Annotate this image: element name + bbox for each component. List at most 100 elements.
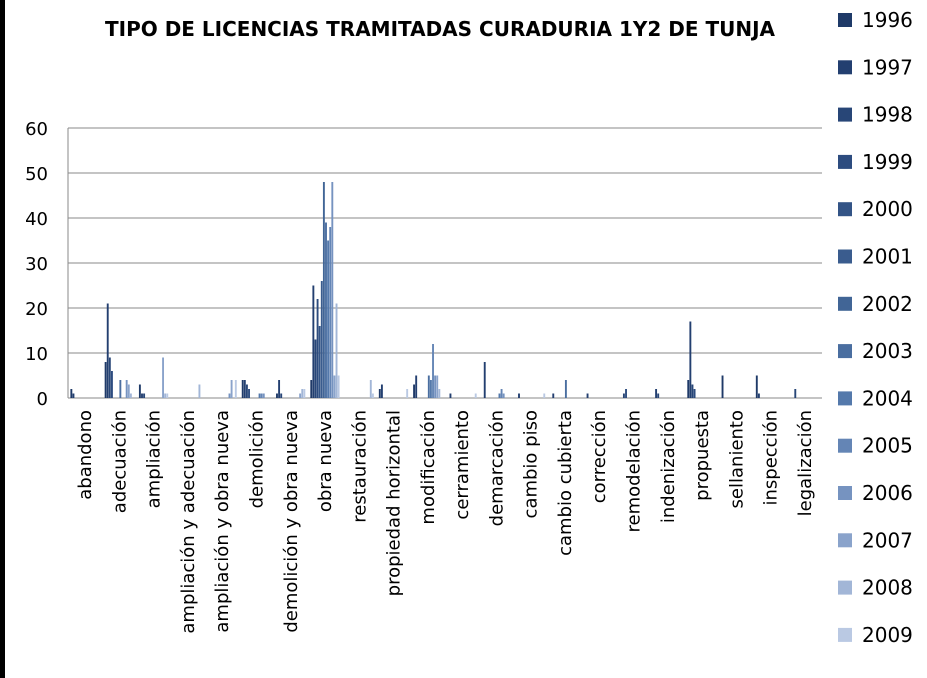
bar xyxy=(502,393,505,398)
bar xyxy=(337,375,340,398)
bar xyxy=(622,393,625,398)
legend-swatch xyxy=(838,154,852,169)
bar xyxy=(141,393,143,398)
bar xyxy=(72,393,75,398)
bar xyxy=(335,303,338,398)
bar xyxy=(325,222,327,398)
bar xyxy=(438,389,441,398)
y-tick-label: 60 xyxy=(25,119,48,140)
bar xyxy=(543,393,546,398)
bar xyxy=(108,357,111,398)
y-tick-label: 50 xyxy=(25,164,48,185)
legend-swatch xyxy=(838,344,852,359)
bar xyxy=(369,380,372,398)
bar xyxy=(655,389,658,398)
bar xyxy=(119,380,122,398)
bar xyxy=(280,393,283,398)
bar xyxy=(331,182,334,398)
bar xyxy=(316,299,319,398)
bar xyxy=(70,389,73,398)
x-tick-label: inspección xyxy=(761,410,782,506)
legend-label: 2001 xyxy=(862,245,913,269)
legend-swatch xyxy=(838,391,852,406)
x-tick-label: indenización xyxy=(658,410,679,523)
bar xyxy=(312,285,315,398)
bar xyxy=(303,389,306,398)
bar xyxy=(413,384,416,398)
chart-title: TIPO DE LICENCIAS TRAMITADAS CURADURIA 1… xyxy=(105,17,776,41)
legend-swatch xyxy=(838,486,852,500)
legend-label: 2008 xyxy=(862,576,913,600)
bar xyxy=(449,393,452,398)
bar xyxy=(234,380,237,398)
y-tick-label: 0 xyxy=(37,389,48,410)
x-tick-label: remodelación xyxy=(624,410,645,532)
bar xyxy=(162,357,164,398)
bar xyxy=(314,339,317,398)
bar xyxy=(693,389,696,398)
y-tick-label: 10 xyxy=(25,344,48,365)
x-tick-label: legalización xyxy=(795,410,816,516)
x-tick-label: corrección xyxy=(589,410,610,503)
bar xyxy=(755,375,758,398)
bar xyxy=(143,393,146,398)
x-tick-label: restauración xyxy=(349,410,370,523)
bar xyxy=(278,380,281,398)
x-tick-label: ampliación xyxy=(144,410,165,508)
legend-swatch xyxy=(838,627,852,642)
bar xyxy=(687,380,690,398)
legend-swatch xyxy=(838,438,852,453)
x-tick-label: propiedad horizontal xyxy=(384,410,405,596)
x-tick-label: ampliación y adecuación xyxy=(178,410,199,634)
bar xyxy=(625,389,627,398)
x-tick-label: abandono xyxy=(75,410,96,500)
bar xyxy=(721,375,724,398)
legend-label: 2006 xyxy=(862,481,913,505)
bar xyxy=(166,393,169,398)
bar xyxy=(518,393,520,398)
bar xyxy=(248,389,250,398)
bar xyxy=(483,362,486,398)
y-tick-label: 30 xyxy=(25,254,48,275)
bar xyxy=(564,380,567,398)
bar xyxy=(415,375,418,398)
x-tick-label: obra nueva xyxy=(315,410,336,512)
bar xyxy=(228,393,231,398)
bar xyxy=(301,389,304,398)
bar xyxy=(436,375,439,398)
bar xyxy=(371,393,374,398)
bar xyxy=(310,380,313,398)
bar xyxy=(258,393,261,398)
bar xyxy=(434,375,437,398)
legend-label: 1996 xyxy=(862,8,913,32)
bar xyxy=(276,393,278,398)
bar xyxy=(757,393,760,398)
bar xyxy=(320,281,323,398)
bar xyxy=(164,393,167,398)
legend-label: 2005 xyxy=(862,434,913,458)
x-tick-label: cambio cubierta xyxy=(555,410,576,556)
bar xyxy=(380,384,383,398)
legend-label: 2003 xyxy=(862,339,913,363)
legend-swatch xyxy=(838,202,852,217)
bar xyxy=(198,384,201,398)
x-tick-label: cerramiento xyxy=(452,410,473,520)
bar xyxy=(318,326,321,398)
legend-label: 2000 xyxy=(862,197,913,221)
bar xyxy=(427,375,430,398)
bar xyxy=(498,393,501,398)
bar xyxy=(125,380,128,398)
x-tick-label: propuesta xyxy=(692,410,713,501)
bar xyxy=(129,393,132,398)
x-tick-label: demolición y obra nueva xyxy=(281,410,302,633)
legend-swatch xyxy=(838,107,852,122)
bar xyxy=(794,389,797,398)
bar xyxy=(378,389,381,398)
bar xyxy=(586,393,589,398)
legend-label: 2002 xyxy=(862,292,913,316)
bar xyxy=(333,375,336,398)
legend-label: 2007 xyxy=(862,528,913,552)
x-tick-label: sellaniento xyxy=(726,410,747,508)
bar xyxy=(474,393,477,398)
